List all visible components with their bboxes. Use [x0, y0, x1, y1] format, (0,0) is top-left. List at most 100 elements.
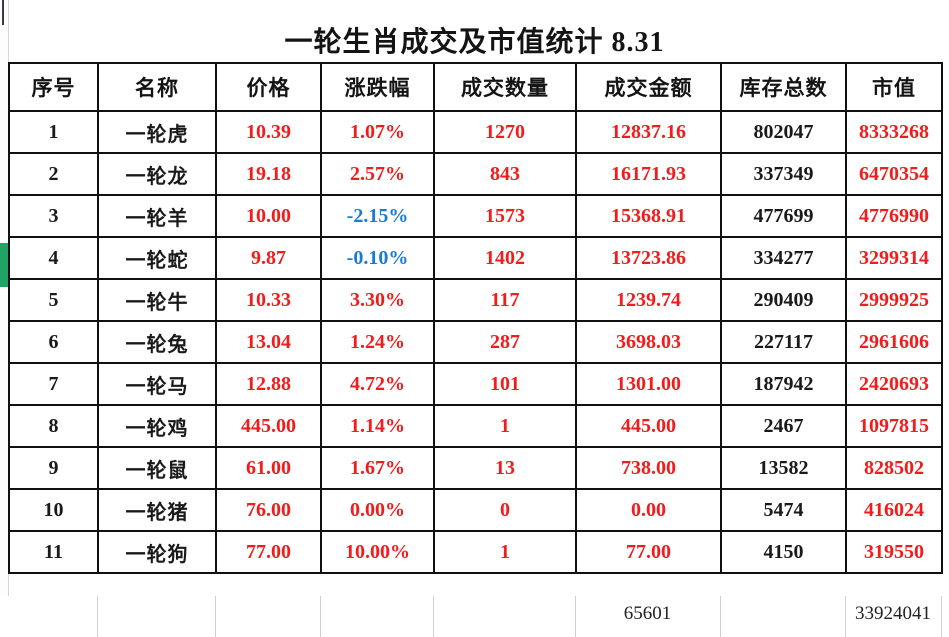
cell-name[interactable]: 一轮马	[97, 362, 217, 406]
cell-volume[interactable]: 101	[433, 362, 577, 406]
cell-name[interactable]: 一轮兔	[97, 320, 217, 364]
cell-inventory[interactable]: 802047	[720, 110, 847, 154]
cell-market_value[interactable]: 416024	[845, 488, 943, 532]
cell-change[interactable]: 3.30%	[320, 278, 435, 322]
cell-change[interactable]: 1.67%	[320, 446, 435, 490]
cell-volume[interactable]: 1	[433, 530, 577, 574]
cell-index[interactable]: 5	[8, 278, 99, 322]
cell-name[interactable]: 一轮狗	[97, 530, 217, 574]
cell-name[interactable]: 一轮羊	[97, 194, 217, 238]
cell-market_value[interactable]: 3299314	[845, 236, 943, 280]
cell-amount[interactable]: 15368.91	[575, 194, 722, 238]
cell-inventory[interactable]: 227117	[720, 320, 847, 364]
cell-price[interactable]: 445.00	[215, 404, 322, 448]
cell-change[interactable]: 0.00%	[320, 488, 435, 532]
cell-index[interactable]: 7	[8, 362, 99, 406]
cell-volume[interactable]: 843	[433, 152, 577, 196]
cell-change[interactable]: 1.24%	[320, 320, 435, 364]
cell-change[interactable]: 10.00%	[320, 530, 435, 574]
cell-inventory[interactable]: 5474	[720, 488, 847, 532]
cell-price[interactable]: 10.33	[215, 278, 322, 322]
cell-volume[interactable]: 1270	[433, 110, 577, 154]
cell-index[interactable]: 2	[8, 152, 99, 196]
cell-name[interactable]: 一轮虎	[97, 110, 217, 154]
cell-index[interactable]: 1	[8, 110, 99, 154]
cell-name[interactable]: 一轮鸡	[97, 404, 217, 448]
cell-market_value[interactable]: 2420693	[845, 362, 943, 406]
cell-index[interactable]: 4	[8, 236, 99, 280]
cell-amount[interactable]: 13723.86	[575, 236, 722, 280]
cell-change[interactable]: 4.72%	[320, 362, 435, 406]
cell-index[interactable]: 10	[8, 488, 99, 532]
cell-market_value[interactable]: 828502	[845, 446, 943, 490]
cell-inventory[interactable]: 477699	[720, 194, 847, 238]
cell-price[interactable]: 9.87	[215, 236, 322, 280]
grid-line	[215, 596, 216, 637]
cell-volume[interactable]: 13	[433, 446, 577, 490]
cell-name[interactable]: 一轮牛	[97, 278, 217, 322]
cell-amount[interactable]: 1239.74	[575, 278, 722, 322]
cell-name[interactable]: 一轮猪	[97, 488, 217, 532]
cell-price[interactable]: 12.88	[215, 362, 322, 406]
cell-price[interactable]: 13.04	[215, 320, 322, 364]
cell-amount[interactable]: 1301.00	[575, 362, 722, 406]
total-market-value-cell[interactable]: 33924041	[855, 603, 931, 624]
column-header-index[interactable]: 序号	[8, 62, 99, 112]
column-header-name[interactable]: 名称	[97, 62, 217, 112]
cell-change[interactable]: 1.14%	[320, 404, 435, 448]
cell-index[interactable]: 11	[8, 530, 99, 574]
cell-market_value[interactable]: 6470354	[845, 152, 943, 196]
cell-change[interactable]: -2.15%	[320, 194, 435, 238]
cell-market_value[interactable]: 8333268	[845, 110, 943, 154]
cell-amount[interactable]: 16171.93	[575, 152, 722, 196]
cell-inventory[interactable]: 337349	[720, 152, 847, 196]
cell-inventory[interactable]: 2467	[720, 404, 847, 448]
cell-volume[interactable]: 0	[433, 488, 577, 532]
cell-price[interactable]: 77.00	[215, 530, 322, 574]
cell-amount[interactable]: 3698.03	[575, 320, 722, 364]
cell-name[interactable]: 一轮蛇	[97, 236, 217, 280]
cell-index[interactable]: 9	[8, 446, 99, 490]
cell-inventory[interactable]: 290409	[720, 278, 847, 322]
cell-inventory[interactable]: 13582	[720, 446, 847, 490]
cell-amount[interactable]: 77.00	[575, 530, 722, 574]
column-header-inventory[interactable]: 库存总数	[720, 62, 847, 112]
cell-volume[interactable]: 1573	[433, 194, 577, 238]
cell-amount[interactable]: 12837.16	[575, 110, 722, 154]
column-header-volume[interactable]: 成交数量	[433, 62, 577, 112]
grid-line	[320, 596, 321, 637]
total-amount-cell[interactable]: 65601	[623, 603, 672, 624]
cell-change[interactable]: 1.07%	[320, 110, 435, 154]
cell-change[interactable]: 2.57%	[320, 152, 435, 196]
cell-market_value[interactable]: 1097815	[845, 404, 943, 448]
cell-name[interactable]: 一轮鼠	[97, 446, 217, 490]
cell-inventory[interactable]: 4150	[720, 530, 847, 574]
cell-market_value[interactable]: 4776990	[845, 194, 943, 238]
cell-name[interactable]: 一轮龙	[97, 152, 217, 196]
cell-change[interactable]: -0.10%	[320, 236, 435, 280]
cell-market_value[interactable]: 2999925	[845, 278, 943, 322]
cell-volume[interactable]: 287	[433, 320, 577, 364]
column-header-price[interactable]: 价格	[215, 62, 322, 112]
cell-amount[interactable]: 738.00	[575, 446, 722, 490]
cell-volume[interactable]: 1402	[433, 236, 577, 280]
column-header-amount[interactable]: 成交金额	[575, 62, 722, 112]
column-header-market_value[interactable]: 市值	[845, 62, 943, 112]
cell-volume[interactable]: 1	[433, 404, 577, 448]
cell-index[interactable]: 3	[8, 194, 99, 238]
cell-price[interactable]: 19.18	[215, 152, 322, 196]
cell-inventory[interactable]: 187942	[720, 362, 847, 406]
cell-market_value[interactable]: 2961606	[845, 320, 943, 364]
cell-price[interactable]: 10.00	[215, 194, 322, 238]
cell-amount[interactable]: 445.00	[575, 404, 722, 448]
cell-amount[interactable]: 0.00	[575, 488, 722, 532]
cell-price[interactable]: 76.00	[215, 488, 322, 532]
cell-price[interactable]: 10.39	[215, 110, 322, 154]
cell-price[interactable]: 61.00	[215, 446, 322, 490]
column-header-change[interactable]: 涨跌幅	[320, 62, 435, 112]
cell-inventory[interactable]: 334277	[720, 236, 847, 280]
cell-volume[interactable]: 117	[433, 278, 577, 322]
cell-index[interactable]: 8	[8, 404, 99, 448]
cell-index[interactable]: 6	[8, 320, 99, 364]
cell-market_value[interactable]: 319550	[845, 530, 943, 574]
